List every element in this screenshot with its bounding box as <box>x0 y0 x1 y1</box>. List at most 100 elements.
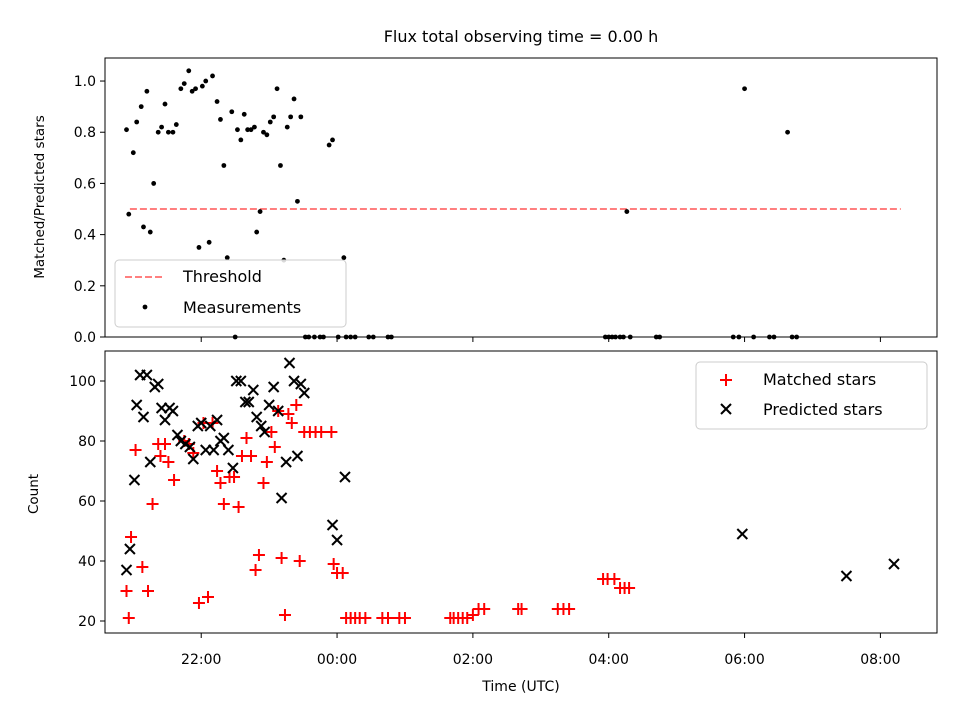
measurement-point <box>229 109 235 115</box>
top-y-tick-label: 0.0 <box>74 330 96 346</box>
matched-star-point <box>245 450 258 462</box>
matched-star-point <box>202 591 215 603</box>
predicted-star-point <box>120 564 133 576</box>
predicted-star-point <box>283 357 296 369</box>
measurement-point <box>199 83 205 89</box>
predicted-star-point <box>218 432 230 444</box>
legend-matched-label: Matched stars <box>763 370 876 389</box>
predicted-star-point <box>267 381 280 393</box>
matched-star-point <box>214 477 227 489</box>
measurement-point <box>624 209 630 214</box>
ratio-panel: Flux total observing time = 0.00 h Match… <box>32 27 938 346</box>
predicted-star-point <box>141 369 153 381</box>
count-panel: Count Time (UTC) 20 40 60 80 100 22:00 00:00 02… <box>26 350 938 695</box>
measurement-point <box>189 88 195 94</box>
predicted-star-point <box>128 474 141 486</box>
predicted-star-point <box>326 519 339 531</box>
predicted-star-point <box>159 414 171 426</box>
matched-star-point <box>136 561 149 573</box>
predicted-star-point <box>888 558 900 570</box>
matched-star-point <box>285 417 298 429</box>
measurement-point <box>330 137 335 143</box>
matched-star-point <box>257 477 270 489</box>
measurement-point <box>130 150 136 156</box>
bottom-panel-marks <box>120 357 900 624</box>
top-panel-title: Flux total observing time = 0.00 h <box>384 27 659 46</box>
bottom-y-tick-label: 40 <box>78 554 96 570</box>
x-tick-label: 04:00 <box>589 652 629 668</box>
measurement-point <box>193 86 198 92</box>
measurement-point <box>165 129 171 135</box>
measurement-point <box>224 255 230 261</box>
predicted-star-point <box>258 426 271 438</box>
measurement-point <box>147 229 153 235</box>
predicted-star-point <box>331 534 343 546</box>
measurement-point <box>155 129 161 135</box>
predicted-star-point <box>736 528 749 540</box>
measurement-point <box>278 163 283 168</box>
measurement-point <box>173 122 179 127</box>
measurement-point <box>203 78 209 84</box>
x-tick-label: 22:00 <box>181 652 221 668</box>
matched-star-point <box>120 585 133 597</box>
legend-measurement-swatch <box>142 304 148 310</box>
measurement-point <box>159 124 164 130</box>
top-panel-y-axis-label: Matched/Predicted stars <box>32 115 48 278</box>
predicted-star-point <box>207 444 220 456</box>
legend-measurement-label: Measurements <box>183 298 301 317</box>
measurement-point <box>271 114 277 120</box>
measurement-point <box>284 124 290 130</box>
predicted-star-point <box>222 444 235 456</box>
predicted-star-point <box>152 378 164 390</box>
matched-star-point <box>228 471 241 483</box>
legend-matched-swatch <box>720 374 732 386</box>
predicted-star-point <box>167 405 179 417</box>
legend-predicted-swatch <box>720 403 732 415</box>
measurement-point <box>785 129 790 135</box>
matched-star-point <box>315 426 328 438</box>
predicted-star-point <box>840 570 853 582</box>
predicted-star-point <box>227 462 239 474</box>
predicted-star-point <box>291 450 304 462</box>
measurement-point <box>341 255 347 261</box>
matched-star-point <box>325 426 338 438</box>
measurement-point <box>124 127 129 133</box>
measurement-point <box>248 127 254 133</box>
measurement-point <box>291 96 297 102</box>
measurement-point <box>267 119 273 125</box>
matched-star-point <box>146 498 159 510</box>
matched-star-point <box>268 441 281 453</box>
x-tick-label: 00:00 <box>317 652 357 668</box>
top-panel-frame <box>104 57 938 338</box>
predicted-star-point <box>187 453 200 465</box>
matched-star-point <box>162 456 175 468</box>
measurement-point <box>298 114 304 120</box>
measurement-point <box>238 137 244 143</box>
matched-star-point <box>211 465 224 477</box>
matched-star-point <box>282 408 295 420</box>
matched-star-point <box>623 582 636 594</box>
predicted-star-point <box>124 543 136 555</box>
predicted-star-point <box>195 417 207 429</box>
bottom-y-tick-label: 80 <box>78 434 96 450</box>
measurement-point <box>235 127 240 133</box>
predicted-star-point <box>211 414 223 426</box>
predicted-star-point <box>263 399 275 411</box>
predicted-star-point <box>280 456 292 468</box>
measurement-point <box>742 86 747 92</box>
matched-star-point <box>398 612 411 624</box>
measurement-point <box>214 99 220 104</box>
top-panel-legend: Threshold Measurements <box>114 259 347 328</box>
matched-star-point <box>129 444 142 456</box>
measurement-point <box>134 119 140 125</box>
bottom-y-tick-label: 60 <box>78 494 96 510</box>
matched-star-point <box>252 549 265 561</box>
matched-star-point <box>232 501 245 513</box>
measurement-point <box>245 127 251 133</box>
bottom-y-tick-label: 100 <box>69 374 96 390</box>
predicted-star-point <box>247 384 259 396</box>
measurement-point <box>181 81 187 86</box>
measurement-point <box>261 129 266 135</box>
matched-star-point <box>478 603 491 615</box>
